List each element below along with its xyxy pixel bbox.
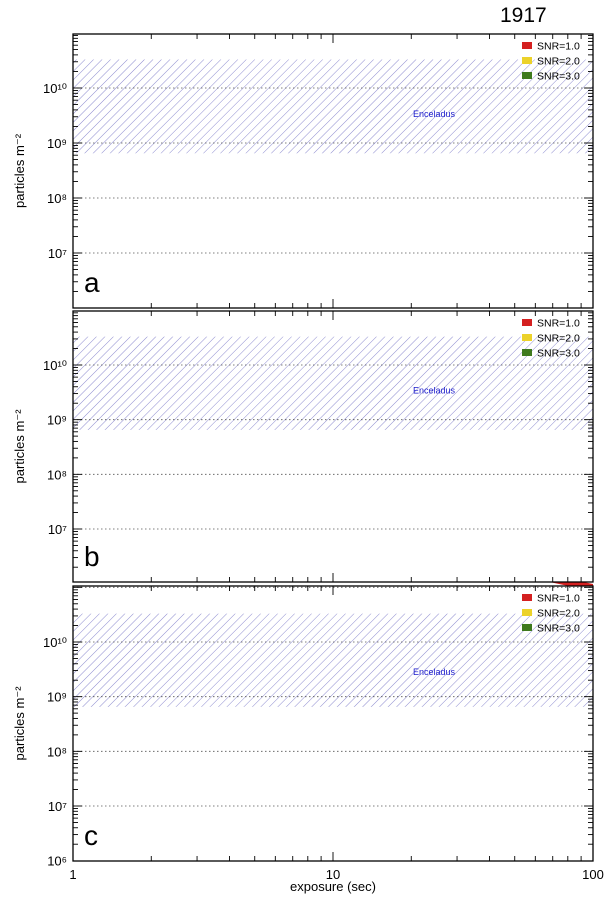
y-tick-label: 10¹⁰ bbox=[43, 635, 67, 650]
legend-swatch bbox=[522, 42, 532, 49]
panel-label: c bbox=[84, 820, 98, 851]
panel-label: a bbox=[84, 267, 100, 298]
legend-swatch bbox=[522, 72, 532, 79]
legend-label: SNR=3.0 bbox=[537, 348, 580, 360]
y-tick-label: 10⁶ bbox=[47, 854, 67, 869]
y-tick-label: 10⁸ bbox=[47, 744, 67, 759]
chart-panel-a: Enceladus 10⁷ 10⁸ 10⁹ 10¹⁰ particles m⁻² a SNR=… bbox=[12, 33, 594, 309]
chart-panel-c: Enceladus 10⁶ 10⁷ 10⁸ 10⁹ 10¹⁰ particles m⁻² c S… bbox=[12, 585, 604, 894]
y-axis-label: particles m⁻² bbox=[12, 686, 27, 761]
x-tick-label: 10 bbox=[326, 867, 340, 882]
legend-swatch bbox=[522, 594, 532, 601]
page-number: 1917 bbox=[500, 4, 547, 27]
y-tick-label: 10¹⁰ bbox=[43, 81, 67, 96]
enceladus-label: Enceladus bbox=[413, 109, 456, 119]
legend-label: SNR=2.0 bbox=[537, 333, 580, 345]
y-tick-label: 10⁷ bbox=[48, 522, 67, 537]
legend-label: SNR=1.0 bbox=[537, 318, 580, 330]
legend-label: SNR=3.0 bbox=[537, 71, 580, 83]
legend-swatch bbox=[522, 319, 532, 326]
x-axis-label: exposure (sec) bbox=[290, 879, 376, 894]
x-tick-label: 1 bbox=[69, 867, 76, 882]
enceladus-label: Enceladus bbox=[413, 667, 456, 677]
legend-swatch bbox=[522, 349, 532, 356]
plot-frame bbox=[72, 310, 594, 583]
enceladus-label: Enceladus bbox=[413, 386, 456, 396]
legend-label: SNR=1.0 bbox=[537, 593, 580, 605]
y-axis-label: particles m⁻² bbox=[12, 409, 27, 484]
chart-panel-b: Enceladus 10⁷ 10⁸ 10⁹ 10¹⁰ particles m⁻² b SNR=… bbox=[12, 310, 594, 591]
legend-label: SNR=3.0 bbox=[537, 623, 580, 635]
legend-swatch bbox=[522, 334, 532, 341]
y-axis-label: particles m⁻² bbox=[12, 133, 27, 208]
legend-label: SNR=2.0 bbox=[537, 608, 580, 620]
x-tick-label: 100 bbox=[582, 867, 604, 882]
legend-label: SNR=1.0 bbox=[537, 41, 580, 53]
enceladus-region bbox=[73, 613, 593, 707]
y-tick-label: 10⁸ bbox=[47, 191, 67, 206]
plot-frame bbox=[72, 585, 594, 862]
y-tick-label: 10¹⁰ bbox=[43, 358, 67, 373]
y-tick-label: 10⁷ bbox=[48, 799, 67, 814]
enceladus-region bbox=[73, 59, 593, 154]
plot-frame bbox=[72, 33, 594, 309]
y-tick-label: 10⁷ bbox=[48, 246, 67, 261]
y-tick-label: 10⁹ bbox=[47, 136, 67, 151]
legend-label: SNR=2.0 bbox=[537, 56, 580, 68]
panel-label: b bbox=[84, 541, 100, 572]
y-tick-label: 10⁹ bbox=[47, 413, 67, 428]
legend-swatch bbox=[522, 57, 532, 64]
legend-swatch bbox=[522, 609, 532, 616]
enceladus-region bbox=[73, 336, 593, 430]
y-tick-label: 10⁹ bbox=[47, 690, 67, 705]
y-tick-label: 10⁸ bbox=[47, 467, 67, 482]
legend-swatch bbox=[522, 624, 532, 631]
